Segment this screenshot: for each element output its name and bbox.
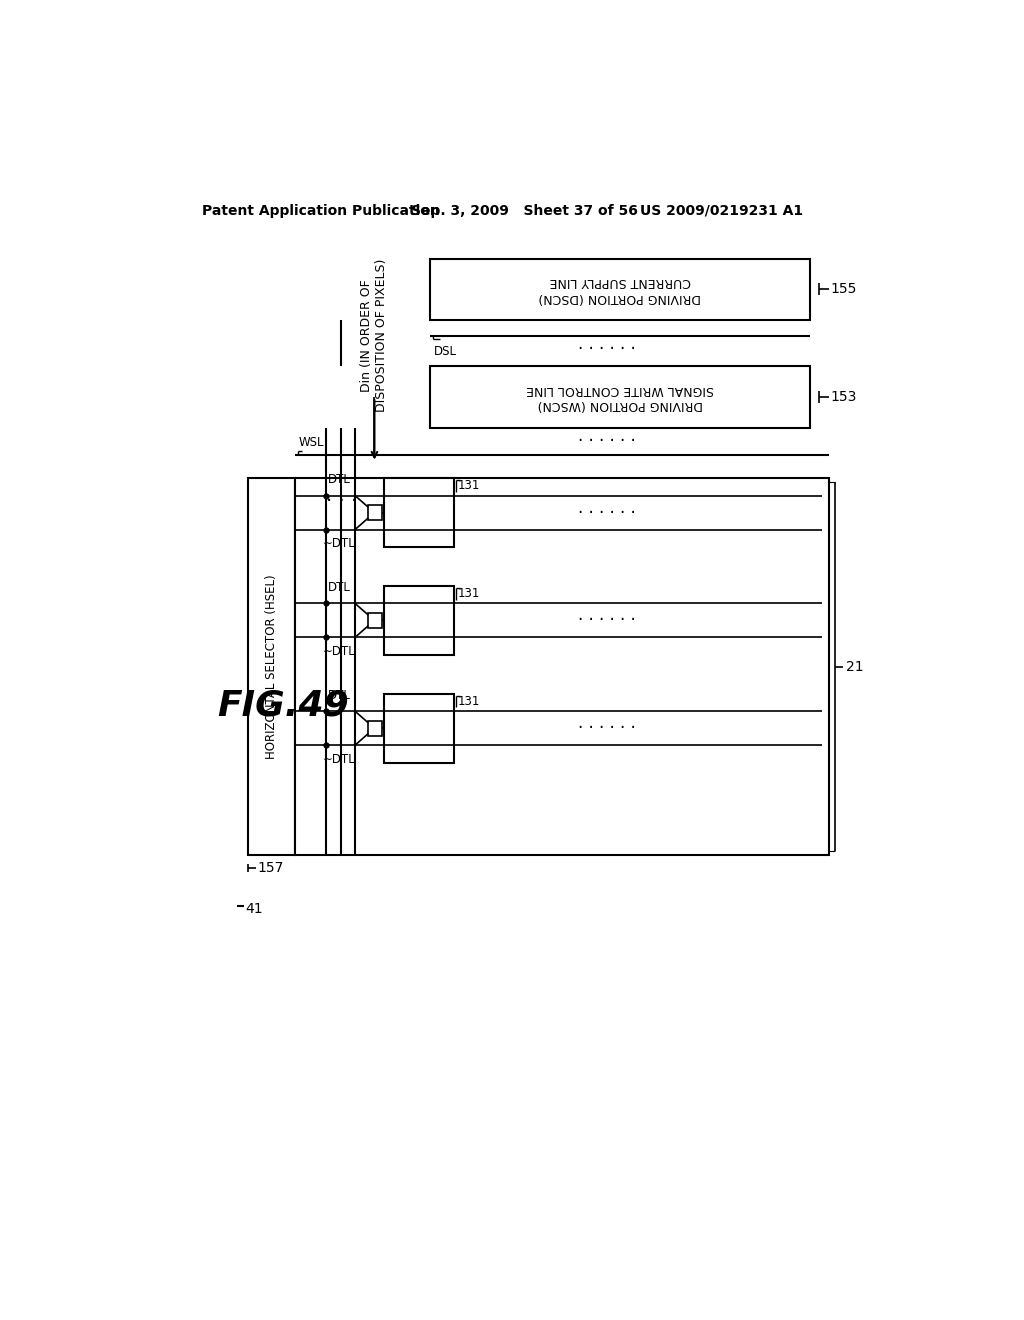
Bar — [384, 586, 454, 655]
Text: · · · · · ·: · · · · · · — [578, 719, 635, 737]
Text: 41: 41 — [246, 902, 263, 916]
Text: 153: 153 — [830, 391, 857, 404]
Bar — [430, 259, 810, 321]
Text: DRIVING PORTION (WSCN): DRIVING PORTION (WSCN) — [538, 399, 702, 412]
Bar — [430, 367, 810, 428]
Text: WSL: WSL — [299, 436, 324, 449]
Bar — [384, 478, 454, 548]
Text: ~DTL: ~DTL — [324, 537, 356, 550]
Text: Sep. 3, 2009   Sheet 37 of 56: Sep. 3, 2009 Sheet 37 of 56 — [411, 203, 638, 218]
Text: DTL: DTL — [328, 581, 351, 594]
Bar — [384, 693, 454, 763]
Text: DTL: DTL — [328, 474, 351, 487]
Text: DRIVING PORTION (DSCN): DRIVING PORTION (DSCN) — [539, 290, 701, 304]
Text: · · · · · ·: · · · · · · — [578, 432, 635, 450]
Text: 131: 131 — [458, 479, 480, 492]
Text: 131: 131 — [458, 694, 480, 708]
Text: ~DTL: ~DTL — [324, 752, 356, 766]
Text: SIGNAL WRITE CONTROL LINE: SIGNAL WRITE CONTROL LINE — [526, 383, 714, 396]
Text: · · · · · ·: · · · · · · — [578, 341, 635, 358]
Text: DSL: DSL — [434, 345, 457, 358]
Text: FIG.49: FIG.49 — [217, 688, 349, 722]
Bar — [295, 478, 829, 855]
Text: Din (IN ORDER OF
DISPOSITION OF PIXELS): Din (IN ORDER OF DISPOSITION OF PIXELS) — [360, 259, 388, 412]
Text: · · ·: · · · — [326, 491, 356, 511]
Text: Patent Application Publication: Patent Application Publication — [202, 203, 439, 218]
Text: DTL: DTL — [328, 689, 351, 702]
Text: · · · · · ·: · · · · · · — [578, 504, 635, 521]
Text: ~DTL: ~DTL — [324, 645, 356, 659]
Text: CURRENT SUPPLY LINE: CURRENT SUPPLY LINE — [550, 275, 691, 288]
Text: 157: 157 — [257, 862, 284, 875]
Text: 131: 131 — [458, 587, 480, 601]
Text: HORIZONTAL SELECTOR (HSEL): HORIZONTAL SELECTOR (HSEL) — [265, 574, 278, 759]
Bar — [369, 721, 382, 737]
Text: 21: 21 — [847, 660, 864, 673]
Bar — [369, 612, 382, 628]
Text: 155: 155 — [830, 282, 857, 296]
Text: US 2009/0219231 A1: US 2009/0219231 A1 — [640, 203, 803, 218]
Text: · · · · · ·: · · · · · · — [578, 611, 635, 630]
Bar — [369, 506, 382, 520]
Bar — [248, 478, 295, 855]
